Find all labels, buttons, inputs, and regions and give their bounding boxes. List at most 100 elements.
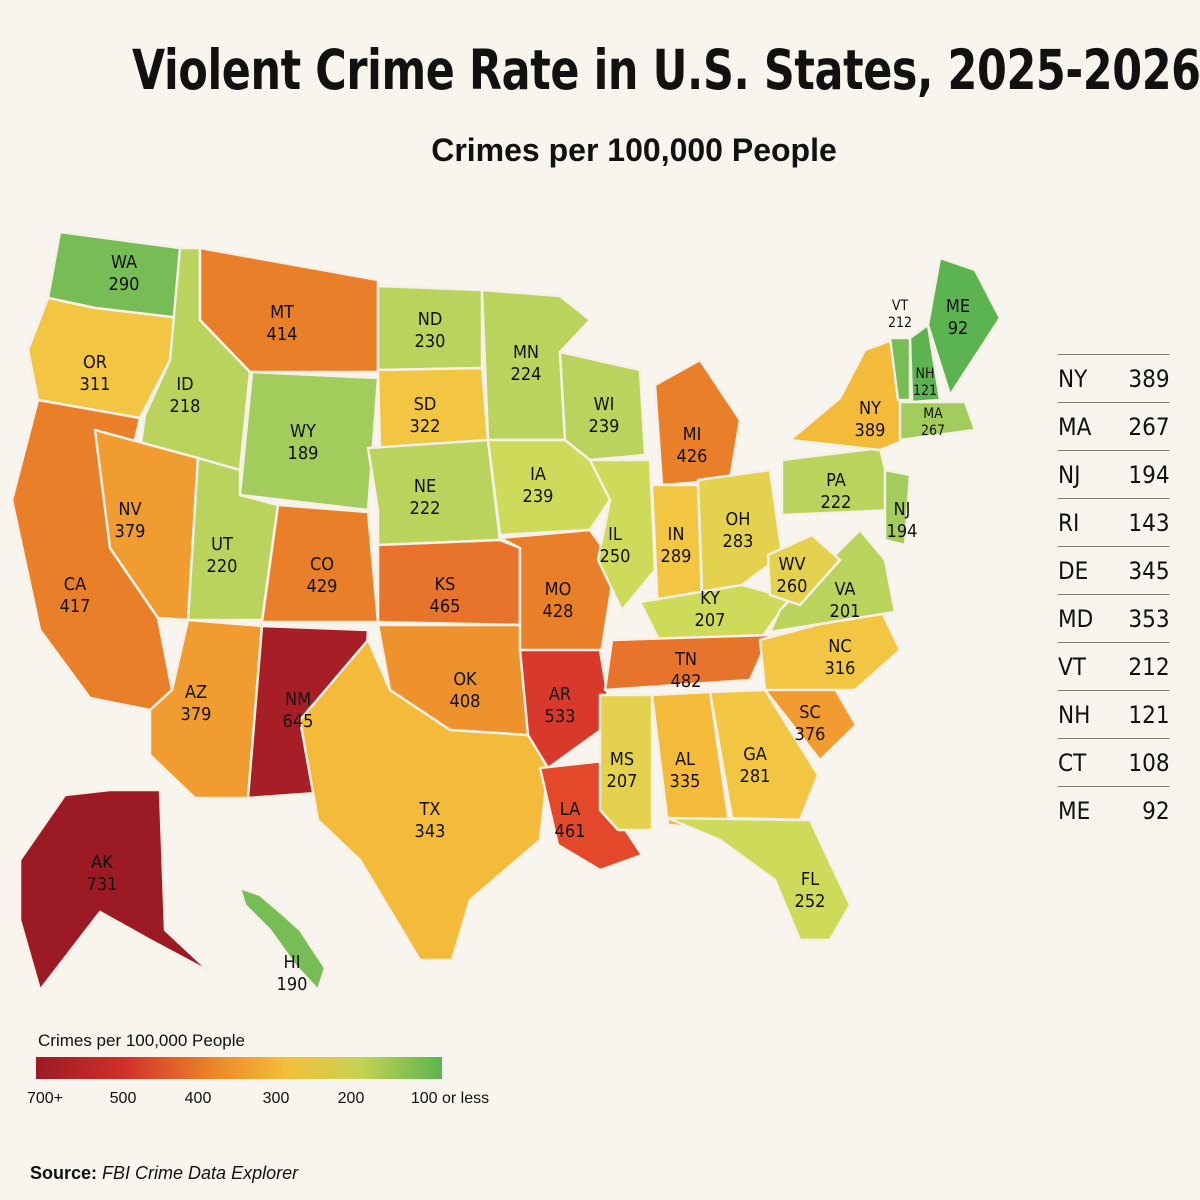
state-value-label: 428	[543, 601, 574, 622]
state-value-label: 379	[181, 704, 212, 725]
state-value-label: 283	[723, 531, 754, 552]
state-value-label: 289	[661, 546, 692, 567]
state-nj	[883, 468, 912, 547]
small-state-value: 194	[1128, 460, 1170, 489]
small-state-value: 92	[1142, 796, 1170, 825]
state-value-label: 335	[670, 771, 701, 792]
state-value-label: 218	[170, 396, 201, 417]
state-abbr-label: KY	[700, 588, 720, 609]
state-value-label: 222	[821, 492, 852, 513]
state-abbr-label: OK	[453, 669, 477, 690]
state-abbr-label: VT	[892, 298, 909, 314]
state-abbr-label: TN	[674, 649, 697, 670]
state-il	[588, 458, 657, 612]
state-abbr-label: CA	[64, 574, 86, 595]
state-wv	[766, 533, 842, 607]
state-value-label: 224	[511, 364, 542, 385]
small-state-row: NH 121	[1058, 691, 1170, 739]
state-hi	[238, 886, 327, 992]
state-me	[926, 256, 1002, 397]
small-state-value: 108	[1128, 748, 1170, 777]
state-abbr-label: SD	[414, 394, 437, 415]
state-abbr-label: AL	[675, 749, 695, 770]
state-abbr-label: GA	[743, 744, 767, 765]
state-value-label: 461	[555, 821, 586, 842]
state-value-label: 230	[415, 331, 446, 352]
small-state-value: 389	[1128, 364, 1170, 393]
state-value-label: 290	[109, 274, 140, 295]
small-state-abbr: MD	[1058, 604, 1094, 633]
state-abbr-label: NM	[285, 689, 311, 710]
state-value-label: 389	[855, 420, 886, 441]
small-state-abbr: VT	[1058, 652, 1086, 681]
state-value-label: 207	[607, 771, 638, 792]
small-state-row: MA 267	[1058, 403, 1170, 451]
state-value-label: 267	[921, 423, 945, 439]
source-text: FBI Crime Data Explorer	[102, 1163, 299, 1183]
state-nv	[93, 428, 200, 622]
state-ny	[788, 338, 907, 452]
state-abbr-label: MA	[923, 406, 943, 422]
small-state-value: 345	[1128, 556, 1170, 585]
state-value-label: 645	[283, 711, 314, 732]
state-value-label: 220	[207, 556, 238, 577]
map-title: Violent Crime Rate in U.S. States, 2025-…	[132, 38, 1200, 102]
small-state-value: 212	[1128, 652, 1170, 681]
state-value-label: 92	[948, 318, 969, 339]
state-ms	[598, 693, 654, 832]
state-value-label: 465	[430, 596, 461, 617]
small-state-row: RI 143	[1058, 499, 1170, 547]
small-state-row: CT 108	[1058, 739, 1170, 787]
map-subtitle: Crimes per 100,000 People	[431, 132, 837, 168]
state-abbr-label: AZ	[185, 682, 207, 703]
state-ga	[708, 688, 820, 822]
state-abbr-label: TX	[419, 799, 441, 820]
small-state-row: VT 212	[1058, 643, 1170, 691]
state-value-label: 194	[887, 521, 918, 542]
state-abbr-label: NV	[118, 499, 141, 520]
small-state-row: ME 92	[1058, 787, 1170, 834]
legend-tick: 300	[262, 1090, 290, 1107]
state-value-label: 212	[888, 315, 912, 331]
state-value-label: 379	[115, 521, 146, 542]
state-value-label: 201	[830, 601, 861, 622]
state-abbr-label: AR	[549, 684, 571, 705]
state-ar	[518, 648, 614, 770]
state-abbr-label: ID	[176, 374, 193, 395]
state-abbr-label: OH	[726, 509, 751, 530]
legend-tick: 200	[337, 1090, 365, 1107]
small-state-value: 143	[1128, 508, 1170, 537]
state-value-label: 239	[523, 486, 554, 507]
state-or	[26, 296, 182, 420]
state-abbr-label: ND	[418, 309, 443, 330]
small-state-row: NJ 194	[1058, 451, 1170, 499]
small-state-abbr: CT	[1058, 748, 1087, 777]
state-abbr-label: ME	[946, 296, 970, 317]
small-state-abbr: RI	[1058, 508, 1080, 537]
state-value-label: 316	[825, 658, 856, 679]
state-oh	[696, 468, 784, 594]
state-abbr-label: UT	[211, 534, 233, 555]
state-abbr-label: HI	[284, 952, 301, 973]
state-mi	[653, 358, 742, 487]
state-abbr-label: SC	[799, 702, 821, 723]
state-value-label: 252	[795, 891, 826, 912]
state-value-label: 429	[307, 576, 338, 597]
small-state-value: 353	[1128, 604, 1170, 633]
state-ak	[18, 788, 212, 992]
legend-tick: 700+	[26, 1090, 64, 1107]
state-ma	[898, 400, 977, 442]
state-abbr-label: MO	[545, 579, 572, 600]
state-value-label: 207	[695, 610, 726, 631]
state-abbr-label: WA	[111, 252, 137, 273]
state-value-label: 190	[277, 974, 308, 995]
state-abbr-label: WV	[778, 554, 805, 575]
small-state-abbr: MA	[1058, 412, 1092, 441]
state-abbr-label: MT	[270, 302, 294, 323]
state-abbr-label: IA	[530, 464, 546, 485]
state-abbr-label: OR	[83, 352, 107, 373]
state-mt	[198, 246, 380, 374]
state-value-label: 408	[450, 691, 481, 712]
small-state-abbr: DE	[1058, 556, 1089, 585]
